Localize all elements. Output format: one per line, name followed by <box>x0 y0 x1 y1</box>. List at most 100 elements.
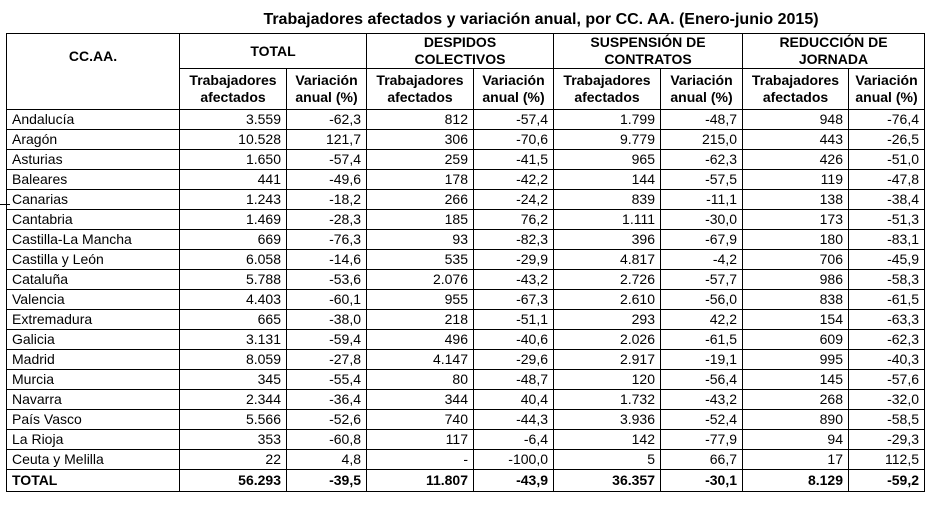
variation-cell: -53,6 <box>286 269 367 290</box>
workers-cell: 5.566 <box>179 409 287 430</box>
region-cell: Madrid <box>6 349 180 370</box>
variation-cell: -40,6 <box>473 329 554 350</box>
variation-cell: -67,9 <box>660 229 743 250</box>
variation-cell: -52,6 <box>286 409 367 430</box>
workers-cell: 443 <box>742 129 849 150</box>
group-header-total: TOTAL <box>179 33 367 69</box>
region-cell: País Vasco <box>6 409 180 430</box>
table-row: País Vasco 5.566 -52,6 740 -44,3 3.936 -52,4 89… <box>6 409 925 430</box>
workers-cell: 11.807 <box>366 469 474 492</box>
region-cell: Canarias <box>6 189 180 210</box>
variation-cell: -51,0 <box>848 149 925 170</box>
table-row: Cantabria 1.469 -28,3 185 76,2 1.111 -30,0 173-… <box>6 209 925 230</box>
variation-cell: 66,7 <box>660 449 743 470</box>
variation-cell: -100,0 <box>473 449 554 470</box>
workers-cell: 36.357 <box>553 469 661 492</box>
variation-cell: -52,4 <box>660 409 743 430</box>
workers-cell: 2.026 <box>553 329 661 350</box>
workers-cell: 185 <box>366 209 474 230</box>
region-cell: Ceuta y Melilla <box>6 449 180 470</box>
workers-cell: 22 <box>179 449 287 470</box>
workers-cell: 955 <box>366 289 474 310</box>
variation-cell: -29,6 <box>473 349 554 370</box>
table-row: Ceuta y Melilla 22 4,8- -100,0 5 66,7 17 112,5 <box>6 449 925 470</box>
variation-cell: -51,1 <box>473 309 554 330</box>
region-cell: Castilla y León <box>6 249 180 270</box>
table-row: Madrid 8.059 -27,8 4.147 -29,6 2.917 -19,1 995-… <box>6 349 925 370</box>
table-row: Asturias 1.650 -57,4 259 -41,5 965 -62,3 426 -51… <box>6 149 925 170</box>
variation-cell: -45,9 <box>848 249 925 270</box>
workers-cell: 948 <box>742 109 849 130</box>
workers-cell: 4.147 <box>366 349 474 370</box>
workers-cell: 268 <box>742 389 849 410</box>
table-row: Baleares 441 -49,6 178 -42,2 144 -57,5 119 -47,8 <box>6 169 925 190</box>
variation-cell: -29,3 <box>848 429 925 450</box>
subheader-variation: Variación anual (%) <box>286 68 367 110</box>
variation-cell: 215,0 <box>660 129 743 150</box>
variation-cell: -41,5 <box>473 149 554 170</box>
variation-cell: -49,6 <box>286 169 367 190</box>
variation-cell: -47,8 <box>848 169 925 190</box>
variation-cell: 112,5 <box>848 449 925 470</box>
workers-cell: 9.779 <box>553 129 661 150</box>
variation-cell: -6,4 <box>473 429 554 450</box>
variation-cell: -60,8 <box>286 429 367 450</box>
subheader-workers: Trabajadores afectados <box>742 68 849 110</box>
workers-cell: 2.076 <box>366 269 474 290</box>
variation-cell: -61,5 <box>660 329 743 350</box>
variation-cell: -14,6 <box>286 249 367 270</box>
variation-cell: -29,9 <box>473 249 554 270</box>
variation-cell: -76,4 <box>848 109 925 130</box>
subheader-workers: Trabajadores afectados <box>366 68 474 110</box>
workers-cell: 2.726 <box>553 269 661 290</box>
variation-cell: -39,5 <box>286 469 367 492</box>
variation-cell: -82,3 <box>473 229 554 250</box>
workers-cell: 426 <box>742 149 849 170</box>
table-row: Navarra 2.344 -36,4 344 40,4 1.732 -43,2 268 -32… <box>6 389 925 410</box>
workers-cell: 266 <box>366 189 474 210</box>
region-cell: Extremadura <box>6 309 180 330</box>
table-row: Andalucía 3.559 -62,3 812 -57,4 1.799 -48,7 948… <box>6 109 925 130</box>
variation-cell: -18,2 <box>286 189 367 210</box>
region-cell: Galicia <box>6 329 180 350</box>
variation-cell: -62,3 <box>660 149 743 170</box>
variation-cell: -38,0 <box>286 309 367 330</box>
workers-cell: 353 <box>179 429 287 450</box>
variation-cell: -62,3 <box>286 109 367 130</box>
workers-cell: 706 <box>742 249 849 270</box>
variation-cell: -56,0 <box>660 289 743 310</box>
workers-cell: 117 <box>366 429 474 450</box>
variation-cell: -36,4 <box>286 389 367 410</box>
variation-cell: -44,3 <box>473 409 554 430</box>
variation-cell: -40,3 <box>848 349 925 370</box>
region-cell: Andalucía <box>6 109 180 130</box>
workers-cell: 986 <box>742 269 849 290</box>
workers-cell: 4.403 <box>179 289 287 310</box>
variation-cell: -30,0 <box>660 209 743 230</box>
variation-cell: -11,1 <box>660 189 743 210</box>
workers-cell: 93 <box>366 229 474 250</box>
workers-cell: 142 <box>553 429 661 450</box>
region-cell: Valencia <box>6 289 180 310</box>
workers-cell: 8.129 <box>742 469 849 492</box>
table-title: Trabajadores afectados y variación anual… <box>263 11 819 28</box>
workers-cell: 665 <box>179 309 287 330</box>
region-header: CC.AA. <box>6 33 180 110</box>
variation-cell: -77,9 <box>660 429 743 450</box>
workers-cell: 1.650 <box>179 149 287 170</box>
workers-cell: 80 <box>366 369 474 390</box>
workers-cell: 3.559 <box>179 109 287 130</box>
table-row: Canarias 1.243 -18,2 266 -24,2 839 -11,1 138 -38… <box>6 189 925 210</box>
table-row: Valencia 4.403 -60,1 955 -67,3 2.610 -56,0 838-… <box>6 289 925 310</box>
workers-cell: 965 <box>553 149 661 170</box>
region-cell: Asturias <box>6 149 180 170</box>
table-row: Extremadura 665 -38,0 218 -51,1 293 42,2 154 -63… <box>6 309 925 330</box>
workers-cell: 3.131 <box>179 329 287 350</box>
variation-cell: -19,1 <box>660 349 743 370</box>
variation-cell: -48,7 <box>660 109 743 130</box>
table-row: Galicia 3.131 -59,4 496 -40,6 2.026 -61,5 609 -6… <box>6 329 925 350</box>
margin-tick <box>0 204 10 205</box>
variation-cell: -43,2 <box>473 269 554 290</box>
table-row: Castilla y León 6.058 -14,6 535 -29,9 4.817 -4… <box>6 249 925 270</box>
variation-cell: -55,4 <box>286 369 367 390</box>
